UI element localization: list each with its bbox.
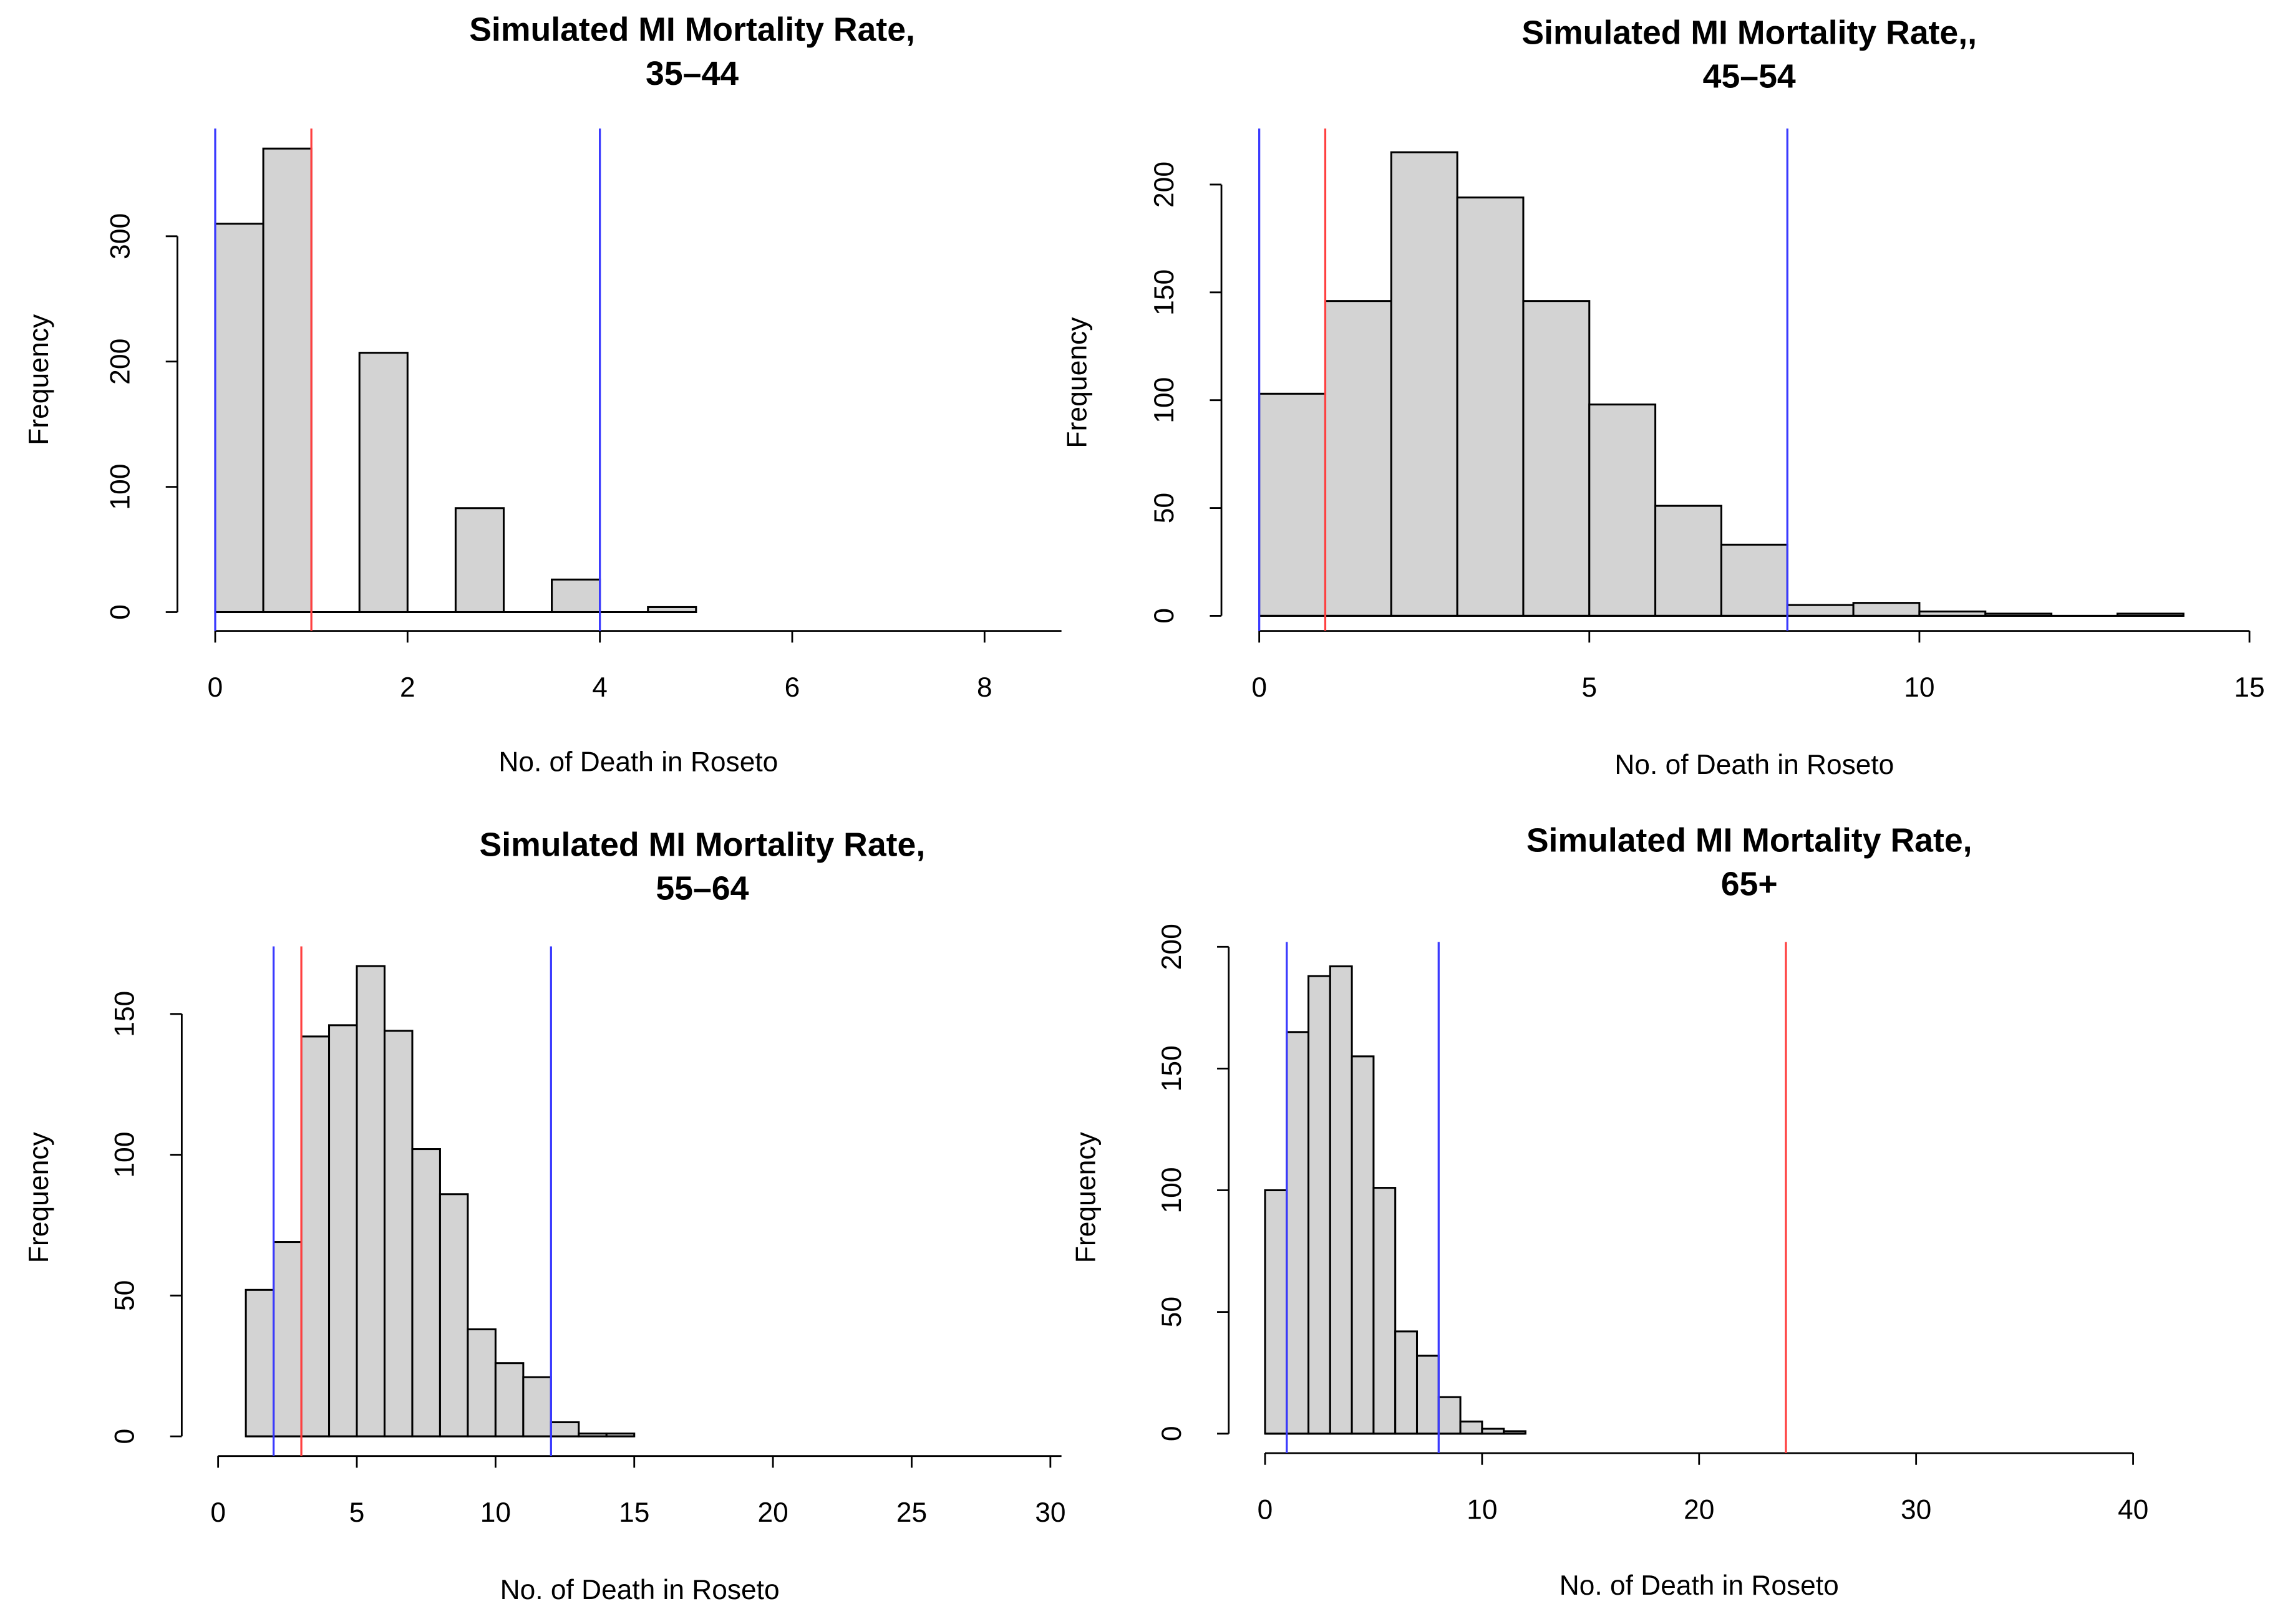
- chart-title: 35–44: [646, 55, 739, 92]
- bar: [1437, 1396, 1462, 1435]
- x-axis-label: No. of Death in Roseto: [1560, 1570, 1839, 1601]
- y-tick-label: 0: [110, 1429, 140, 1444]
- bar: [522, 1376, 552, 1438]
- bar: [494, 1362, 525, 1438]
- y-tick-label: 300: [105, 213, 136, 259]
- bar: [1324, 300, 1392, 617]
- bar: [454, 507, 505, 614]
- x-tick-label: 25: [896, 1497, 927, 1528]
- x-tick-label: 15: [619, 1497, 649, 1528]
- x-axis-label: No. of Death in Roseto: [500, 1575, 780, 1605]
- bar: [273, 1241, 303, 1438]
- bar: [1258, 392, 1326, 617]
- bar: [1390, 151, 1458, 617]
- y-tick-label: 200: [1157, 924, 1187, 970]
- y-tick-label: 50: [110, 1280, 140, 1311]
- bar: [1372, 1187, 1397, 1435]
- y-tick-label: 100: [105, 463, 136, 510]
- bar: [1654, 505, 1722, 617]
- y-tick-label: 100: [110, 1131, 140, 1177]
- bar: [411, 1148, 441, 1438]
- bar: [1522, 300, 1591, 617]
- chart-title: Simulated MI Mortality Rate,,: [1521, 14, 1977, 51]
- x-tick-label: 0: [1251, 672, 1267, 703]
- x-tick-label: 10: [480, 1497, 511, 1528]
- x-tick-label: 30: [1035, 1497, 1065, 1528]
- bar: [439, 1193, 469, 1438]
- x-tick-label: 0: [208, 672, 223, 703]
- y-tick-label: 200: [105, 339, 136, 385]
- x-tick-label: 5: [349, 1497, 365, 1528]
- x-tick-label: 6: [785, 672, 800, 703]
- chart-title: Simulated MI Mortality Rate,: [480, 826, 926, 863]
- bar: [356, 965, 386, 1438]
- y-tick-label: 150: [1149, 269, 1180, 316]
- chart-title: Simulated MI Mortality Rate,: [1526, 821, 1972, 859]
- y-tick-label: 100: [1157, 1167, 1187, 1213]
- bar: [1264, 1189, 1288, 1435]
- bar: [1307, 975, 1331, 1435]
- bar: [1588, 404, 1657, 617]
- x-tick-label: 10: [1467, 1494, 1497, 1525]
- x-tick-label: 10: [1904, 672, 1934, 703]
- bar: [551, 578, 601, 614]
- y-tick-label: 150: [1157, 1045, 1187, 1091]
- x-tick-label: 2: [400, 672, 415, 703]
- bar: [300, 1035, 331, 1438]
- bar: [1786, 604, 1855, 617]
- bar: [1456, 196, 1525, 617]
- y-tick-label: 150: [110, 991, 140, 1037]
- bar: [1286, 1031, 1310, 1435]
- x-axis-label: No. of Death in Roseto: [498, 747, 778, 777]
- y-axis-label: Frequency: [24, 1131, 54, 1263]
- bar: [1415, 1355, 1440, 1435]
- chart-title: 45–54: [1703, 58, 1796, 95]
- bar: [1351, 1055, 1375, 1435]
- bar: [1394, 1330, 1419, 1435]
- x-tick-label: 4: [592, 672, 608, 703]
- bar: [262, 147, 313, 614]
- chart-title: Simulated MI Mortality Rate,: [469, 11, 915, 49]
- y-tick-label: 0: [1157, 1426, 1187, 1441]
- y-tick-label: 50: [1149, 493, 1180, 523]
- chart-title: 65+: [1721, 866, 1778, 903]
- x-tick-label: 30: [1901, 1494, 1931, 1525]
- x-tick-label: 40: [2118, 1494, 2148, 1525]
- y-tick-label: 0: [105, 604, 136, 620]
- x-tick-label: 0: [1258, 1494, 1273, 1525]
- y-axis-label: Frequency: [1062, 317, 1092, 448]
- x-axis-label: No. of Death in Roseto: [1614, 750, 1894, 780]
- chart-title: 55–64: [656, 870, 749, 907]
- x-tick-label: 15: [2234, 672, 2264, 703]
- y-tick-label: 100: [1149, 377, 1180, 423]
- bar: [1720, 543, 1788, 617]
- y-tick-label: 200: [1149, 162, 1180, 208]
- bar: [1329, 965, 1353, 1435]
- x-tick-label: 5: [1581, 672, 1597, 703]
- bar: [383, 1030, 414, 1438]
- x-tick-label: 20: [757, 1497, 788, 1528]
- y-axis-label: Frequency: [24, 314, 54, 445]
- bar: [245, 1288, 275, 1438]
- bar: [358, 352, 409, 614]
- bar: [214, 223, 264, 614]
- bar: [1459, 1420, 1483, 1435]
- y-axis-label: Frequency: [1070, 1131, 1101, 1263]
- x-tick-label: 20: [1684, 1494, 1714, 1525]
- bar: [1852, 602, 1921, 617]
- bar: [328, 1024, 358, 1438]
- y-tick-label: 50: [1157, 1297, 1187, 1327]
- x-tick-label: 0: [210, 1497, 226, 1528]
- y-tick-label: 0: [1149, 608, 1180, 624]
- bar: [467, 1328, 497, 1438]
- bar: [550, 1421, 580, 1438]
- x-tick-label: 8: [977, 672, 992, 703]
